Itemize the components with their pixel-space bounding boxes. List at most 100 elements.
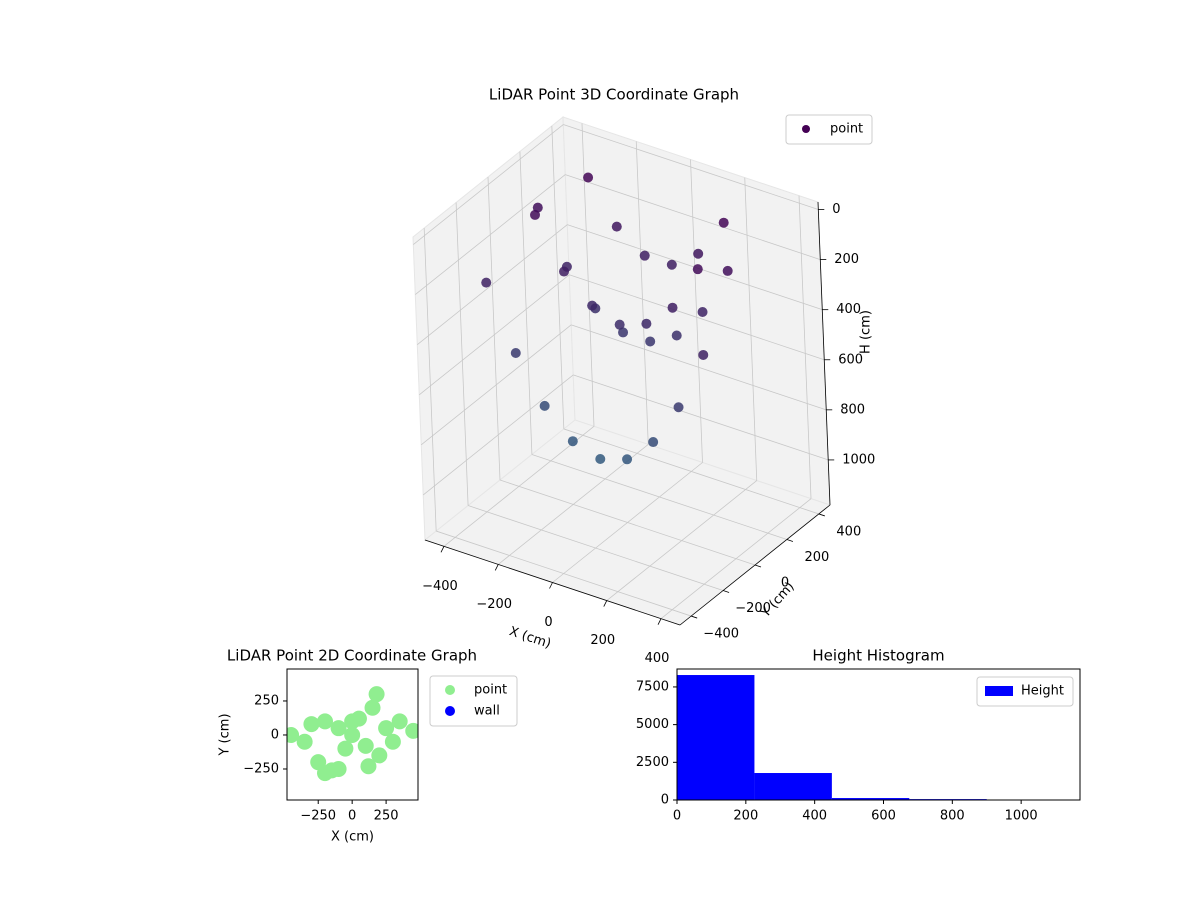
legend-swatch: [985, 686, 1013, 696]
data-point: [481, 278, 491, 288]
tick-mark: [658, 619, 661, 625]
data-point: [344, 727, 360, 743]
tick-mark: [819, 514, 825, 516]
x-tick-label: −400: [422, 579, 458, 594]
x-tick-label: −250: [300, 809, 336, 824]
data-point: [405, 723, 421, 739]
tick-mark: [787, 539, 793, 541]
x-tick-label: 200: [590, 633, 615, 648]
chart-title: LiDAR Point 2D Coordinate Graph: [227, 647, 477, 665]
tick-mark: [691, 616, 697, 618]
y-tick-label: −400: [703, 627, 739, 642]
z-tick-label: 800: [840, 402, 865, 417]
tick-mark: [495, 564, 498, 570]
y-tick-label: 200: [805, 550, 830, 565]
data-point: [648, 437, 658, 447]
y-tick-label: 2500: [636, 755, 669, 770]
x-tick-label: 400: [645, 651, 670, 666]
z-tick-label: 0: [832, 202, 840, 217]
data-point: [303, 716, 319, 732]
data-point: [672, 330, 682, 340]
x-tick-label: 0: [544, 615, 552, 630]
data-point: [698, 307, 708, 317]
x-tick-label: 1000: [1005, 809, 1038, 824]
data-point: [674, 402, 684, 412]
y-tick-label: 7500: [636, 679, 669, 694]
data-point: [693, 249, 703, 259]
legend-marker: [445, 706, 455, 716]
data-point: [719, 218, 729, 228]
legend-label: Height: [1021, 684, 1064, 699]
y-tick-label: 400: [836, 524, 861, 539]
x-tick-label: 800: [940, 809, 965, 824]
data-point: [587, 301, 597, 311]
x-tick-label: 200: [733, 809, 758, 824]
z-tick-label: 400: [836, 302, 861, 317]
data-point: [540, 401, 550, 411]
data-point: [317, 713, 333, 729]
data-point: [344, 713, 360, 729]
data-point: [723, 266, 733, 276]
data-point: [378, 720, 394, 736]
data-point: [385, 734, 401, 750]
y-tick-label: 0: [271, 727, 279, 742]
data-point: [641, 319, 651, 329]
tick-mark: [604, 601, 607, 607]
data-point: [668, 303, 678, 313]
tick-mark: [550, 583, 553, 589]
x-tick-label: 0: [348, 809, 356, 824]
data-point: [622, 454, 632, 464]
plot-area: [283, 686, 421, 781]
x-tick-label: 400: [802, 809, 827, 824]
data-point: [568, 436, 578, 446]
z-tick-label: 1000: [842, 452, 875, 467]
data-point: [358, 738, 374, 754]
data-point: [511, 348, 521, 358]
data-point: [530, 210, 540, 220]
data-point: [369, 686, 385, 702]
x-axis-label: X (cm): [331, 830, 374, 845]
y-tick-label: 250: [254, 693, 279, 708]
bar: [677, 675, 754, 800]
data-point: [365, 700, 381, 716]
data-point: [297, 734, 313, 750]
x-tick-label: 250: [374, 809, 399, 824]
y-tick-label: −250: [243, 761, 279, 776]
y-tick-label: 0: [661, 793, 669, 808]
data-point: [331, 761, 347, 777]
x-tick-label: 600: [871, 809, 896, 824]
data-point: [559, 267, 569, 277]
x-tick-label: −200: [476, 597, 512, 612]
data-point: [667, 260, 677, 270]
legend-label: point: [830, 122, 863, 137]
data-point: [337, 741, 353, 757]
tick-mark: [441, 546, 444, 552]
chart-title: LiDAR Point 3D Coordinate Graph: [489, 86, 739, 104]
legend-label: wall: [474, 704, 500, 719]
data-point: [317, 765, 333, 781]
data-point: [645, 336, 655, 346]
y-tick-label: 5000: [636, 717, 669, 732]
tick-mark: [755, 565, 761, 567]
y-axis-label: Y (cm): [218, 713, 233, 756]
data-point: [612, 222, 622, 232]
data-point: [331, 720, 347, 736]
legend-marker: [802, 125, 810, 133]
data-point: [698, 350, 708, 360]
data-point: [640, 251, 650, 261]
data-point: [615, 320, 625, 330]
legend-marker: [445, 685, 455, 695]
x-tick-label: 0: [673, 809, 681, 824]
data-point: [392, 713, 408, 729]
bar: [754, 773, 831, 800]
legend-label: point: [474, 683, 507, 698]
data-point: [595, 454, 605, 464]
chart-title: Height Histogram: [812, 647, 944, 665]
tick-mark: [723, 591, 729, 593]
data-point: [360, 758, 376, 774]
data-point: [583, 172, 593, 182]
z-tick-label: 200: [834, 252, 859, 267]
data-point: [693, 264, 703, 274]
z-axis-label: H (cm): [859, 310, 874, 354]
